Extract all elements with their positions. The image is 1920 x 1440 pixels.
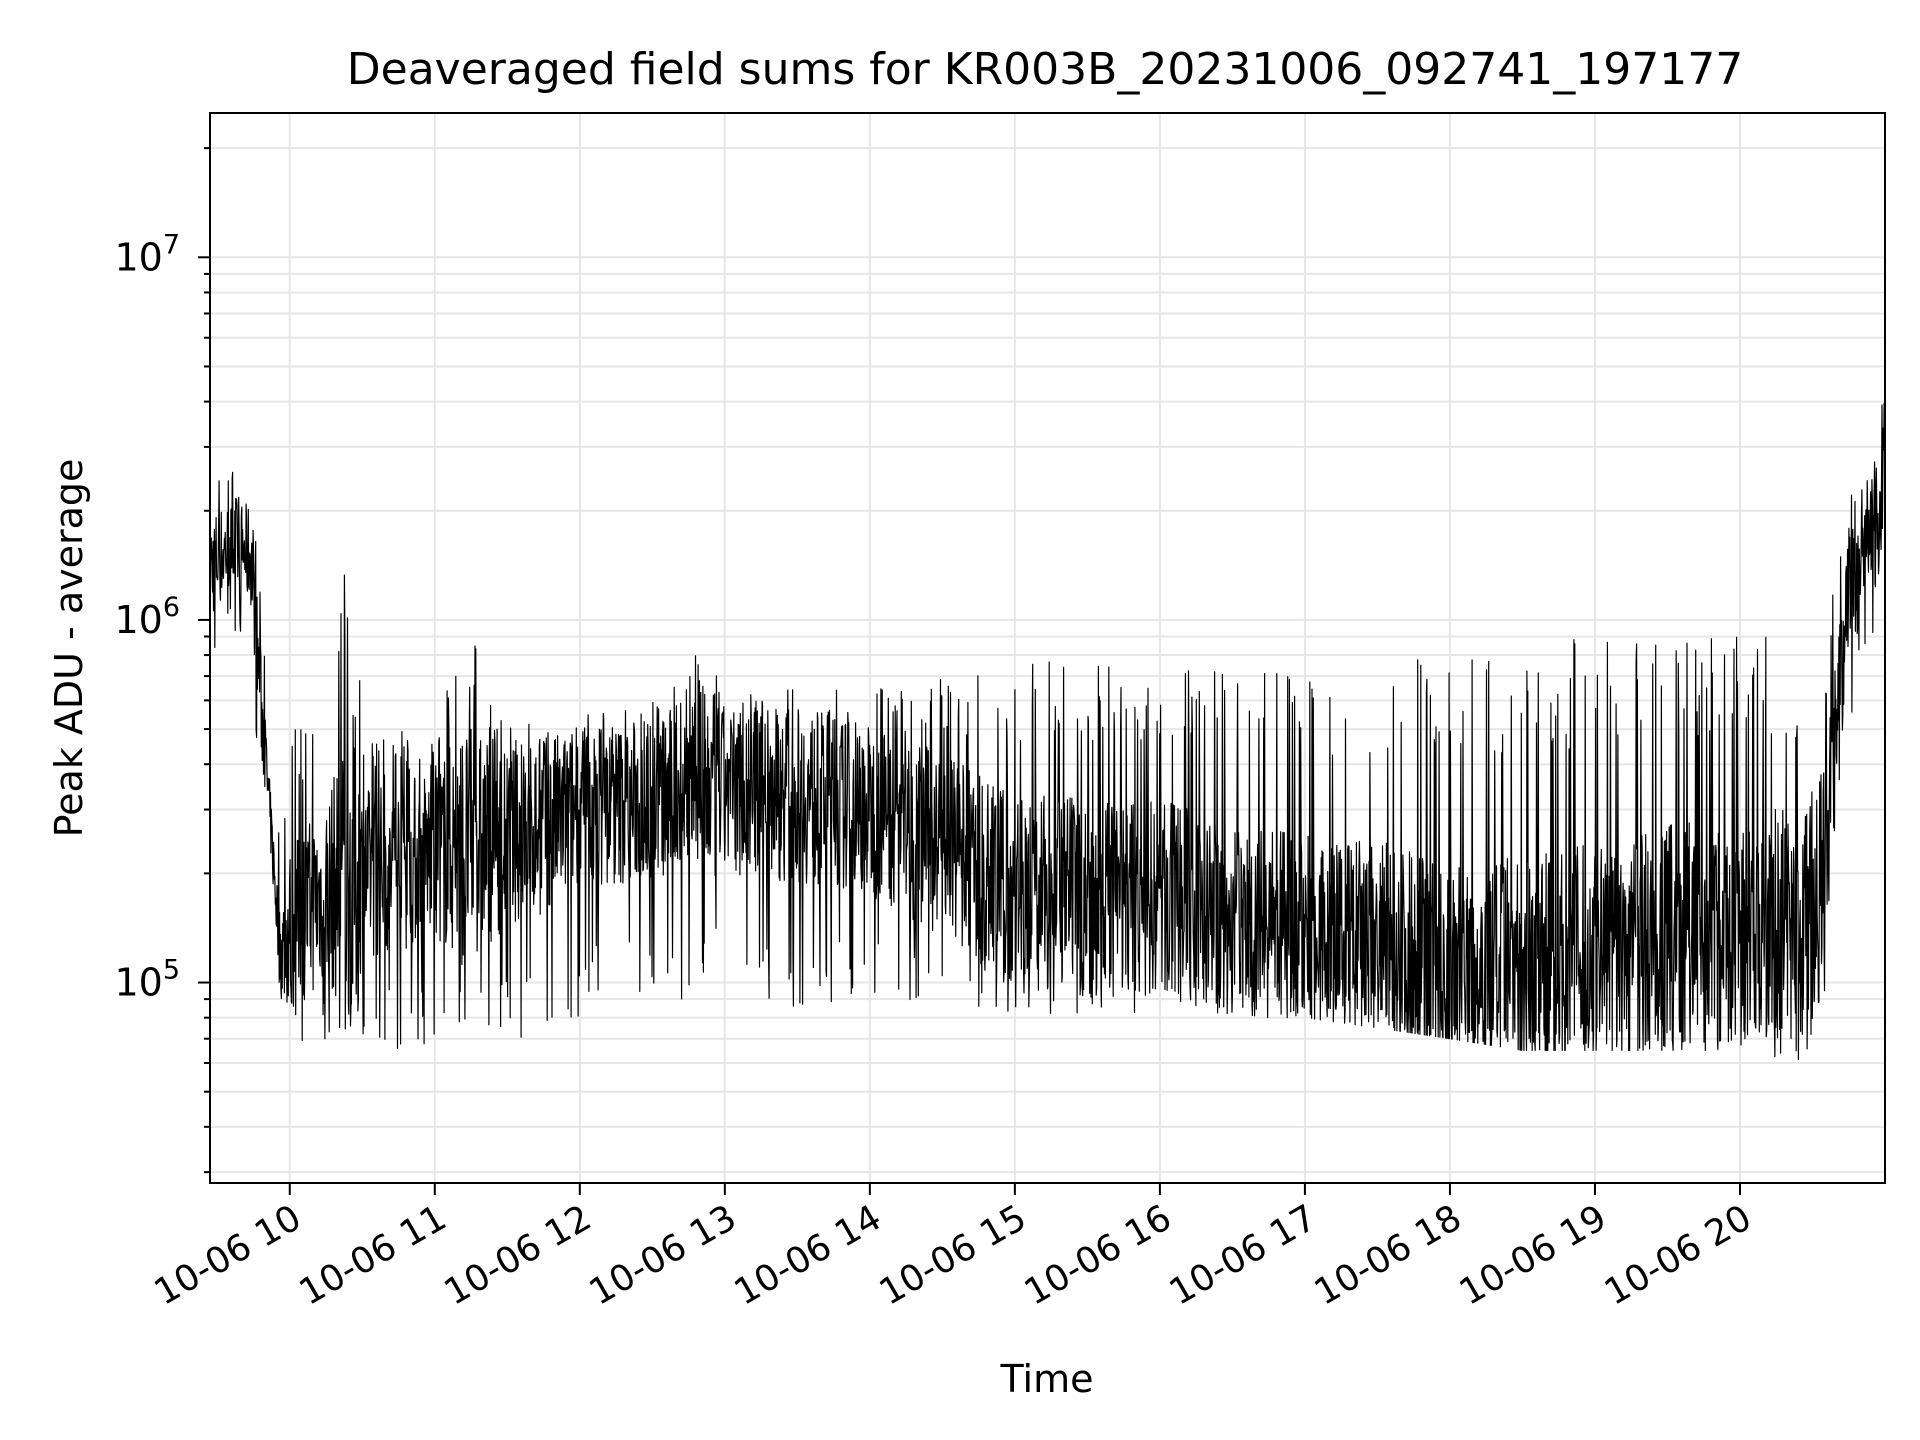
y-tick-label-base: 10	[114, 235, 162, 279]
chart-title: Deaveraged field sums for KR003B_2023100…	[347, 44, 1743, 95]
y-tick-label: 105	[114, 955, 180, 1005]
y-tick-label-exponent: 6	[163, 592, 180, 623]
y-tick-label-exponent: 5	[163, 955, 180, 986]
y-tick-label-exponent: 7	[163, 229, 180, 260]
y-tick-label-base: 10	[114, 961, 162, 1005]
series-line	[209, 402, 1886, 1061]
data-series	[209, 402, 1886, 1061]
y-tick-label: 107	[114, 229, 180, 279]
x-axis-label: Time	[1000, 1357, 1094, 1401]
plot-area-frame	[209, 112, 1886, 1184]
y-tick-label-base: 10	[114, 598, 162, 642]
y-tick-label: 106	[114, 592, 180, 642]
y-axis-label: Peak ADU - average	[47, 459, 91, 838]
